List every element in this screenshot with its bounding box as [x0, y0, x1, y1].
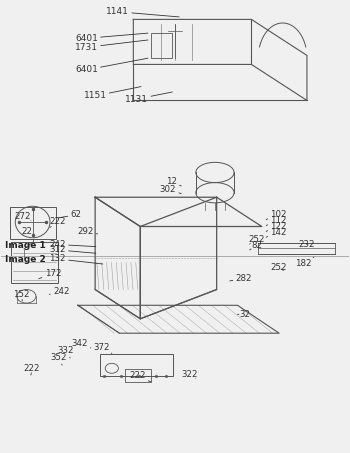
Text: 172: 172: [39, 269, 61, 279]
Text: 102: 102: [266, 210, 287, 220]
Text: 302: 302: [160, 185, 181, 193]
Text: 222: 222: [129, 371, 151, 382]
Text: 6401: 6401: [75, 58, 148, 74]
Text: 32: 32: [238, 310, 250, 319]
Bar: [125, 369, 151, 382]
Text: 282: 282: [230, 274, 252, 283]
Text: Image 2: Image 2: [5, 255, 46, 264]
Text: 342: 342: [71, 339, 91, 348]
Text: 112: 112: [266, 216, 287, 226]
Text: 232: 232: [298, 240, 315, 249]
Text: 372: 372: [93, 342, 112, 353]
Text: 322: 322: [181, 370, 198, 379]
Bar: [11, 242, 58, 283]
Text: 352: 352: [50, 352, 67, 365]
Text: 132: 132: [49, 255, 103, 264]
Text: 152: 152: [13, 290, 30, 301]
Bar: [100, 354, 173, 376]
Text: 222: 222: [49, 217, 66, 227]
Text: 62: 62: [58, 210, 82, 219]
Text: 122: 122: [266, 222, 287, 231]
Text: 242: 242: [49, 287, 69, 296]
Text: 182: 182: [295, 257, 314, 268]
Text: 1151: 1151: [84, 87, 141, 101]
Text: 82: 82: [250, 241, 262, 250]
Text: 12: 12: [166, 177, 181, 186]
Text: 6401: 6401: [75, 33, 148, 43]
Text: 142: 142: [266, 228, 287, 237]
Text: 332: 332: [58, 346, 74, 358]
Text: 1731: 1731: [75, 40, 148, 52]
Text: 312: 312: [49, 246, 96, 255]
Text: 292: 292: [77, 226, 98, 236]
Text: 242: 242: [49, 240, 96, 249]
Text: 252: 252: [270, 264, 287, 272]
Text: 272: 272: [15, 212, 31, 221]
Text: 222: 222: [24, 364, 40, 375]
Text: 22: 22: [21, 226, 32, 236]
Text: 252: 252: [248, 235, 265, 244]
Text: 1141: 1141: [106, 7, 179, 17]
Bar: [151, 33, 172, 58]
Bar: [10, 207, 56, 239]
Text: Image 1: Image 1: [5, 241, 46, 250]
Text: 1131: 1131: [125, 92, 172, 104]
